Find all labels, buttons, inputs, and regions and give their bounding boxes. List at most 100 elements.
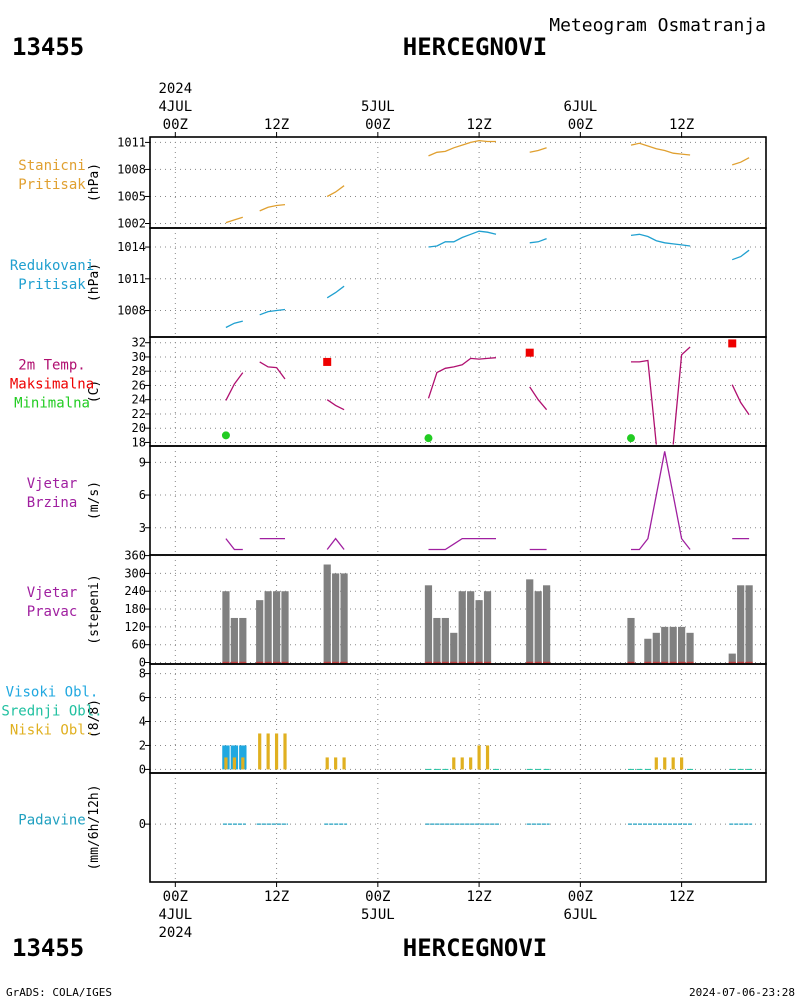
series-line — [428, 230, 497, 248]
series-line — [630, 142, 691, 156]
wind-direction-bar — [669, 626, 677, 663]
panel-label: Redukovani — [10, 258, 94, 274]
wind-direction-bar — [627, 617, 635, 663]
series-line — [225, 320, 243, 329]
date-label-bottom: 5JUL — [361, 907, 395, 923]
wind-direction-bar — [661, 626, 669, 663]
generation-timestamp: 2024-07-06-23:28 — [689, 986, 795, 999]
time-tick-label-bottom: 12Z — [669, 889, 694, 905]
wind-direction-bar — [534, 591, 542, 663]
wind-direction-bar — [264, 591, 272, 663]
panel-precipitation: 0 (mm/6h/12h)Padavine — [18, 772, 767, 883]
low-cloud-bar — [334, 757, 338, 770]
low-cloud-bar — [342, 757, 346, 770]
low-cloud-bar — [325, 757, 329, 770]
panel-frame — [149, 136, 767, 229]
low-cloud-bar — [241, 757, 245, 770]
series-line — [672, 346, 691, 445]
series-line — [259, 361, 286, 380]
panel-label: Brzina — [27, 495, 78, 511]
low-cloud-bar — [477, 745, 481, 770]
y-axis-label: (stepeni) — [87, 574, 102, 644]
y-tick-label: 1011 — [117, 135, 146, 149]
low-cloud-bar — [469, 757, 473, 770]
y-tick-label: 0 — [139, 656, 146, 670]
series-line — [529, 237, 547, 244]
maximum-marker — [323, 357, 332, 366]
panel-label: Srednji Obl. — [1, 704, 102, 720]
low-cloud-bar — [485, 745, 490, 770]
low-cloud-bar — [680, 757, 684, 770]
date-label-bottom: 6JUL — [563, 907, 597, 923]
time-tick-label-top: 00Z — [365, 117, 390, 133]
series-line — [259, 308, 286, 316]
low-cloud-bar — [654, 757, 658, 770]
y-axis-label: (mm/6h/12h) — [87, 784, 102, 870]
series-line — [732, 157, 750, 166]
panel-station-pressure: 1002 1005 1008 1011 (hPa)Stanicni Pritisak — [18, 135, 767, 230]
panel-label: Minimalna — [14, 396, 90, 412]
time-tick-label-top: 12Z — [466, 117, 491, 133]
wind-direction-bar — [230, 617, 238, 663]
y-tick-label: 180 — [124, 602, 146, 616]
time-tick-label-bottom: 12Z — [264, 889, 289, 905]
low-cloud-bar — [283, 733, 287, 770]
time-tick-label-top: 12Z — [264, 117, 289, 133]
series-line — [326, 399, 345, 411]
wind-direction-bar — [728, 653, 736, 663]
series-line — [529, 386, 548, 411]
year-label-top: 2024 — [158, 81, 192, 97]
y-tick-label: 0 — [139, 762, 146, 776]
wind-direction-bar — [340, 573, 348, 663]
panel-frame — [149, 772, 767, 883]
time-tick-label-top: 00Z — [163, 117, 188, 133]
series-line — [326, 285, 345, 299]
station-name-bottom: HERCEGNOVI — [403, 934, 548, 962]
series-line — [731, 384, 750, 416]
panel-label: Niski Obl. — [10, 723, 94, 739]
series-line — [631, 451, 691, 551]
station-name-top: HERCEGNOVI — [403, 33, 548, 61]
y-tick-label: 300 — [124, 566, 146, 580]
series-line — [428, 537, 496, 551]
y-tick-label: 6 — [139, 488, 146, 502]
panel-label: Stanicni — [18, 158, 85, 174]
panels: 1002100510081011(hPa)StanicniPritisak100… — [1, 135, 767, 883]
minimum-marker — [424, 434, 433, 443]
panel-label: Pravac — [27, 604, 78, 620]
y-axis-label: (8/8) — [87, 699, 102, 738]
panel-reduced-pressure: 1008 1011 1014 (hPa)Redukovani Pritisak — [10, 227, 767, 338]
station-id-bottom: 13455 — [12, 934, 84, 962]
series-line — [225, 372, 244, 401]
time-tick-label-bottom: 00Z — [365, 889, 390, 905]
panel-label: Pritisak — [18, 277, 86, 293]
y-tick-label: 240 — [124, 584, 146, 598]
y-tick-label: 26 — [132, 378, 146, 392]
low-cloud-bar — [452, 757, 456, 770]
minimum-marker — [221, 431, 230, 440]
y-tick-label: 4 — [139, 714, 146, 728]
header: 13455 HERCEGNOVI Meteogram Osmatranja — [12, 15, 766, 61]
y-tick-label: 30 — [132, 350, 146, 364]
minimum-marker — [626, 434, 635, 443]
y-tick-label: 1002 — [117, 216, 146, 230]
time-tick-label-bottom: 12Z — [466, 889, 491, 905]
series-line — [326, 537, 345, 550]
series-line — [630, 233, 691, 247]
time-tick-label-bottom: 00Z — [163, 889, 188, 905]
low-cloud-bar — [258, 733, 262, 770]
y-tick-label: 32 — [132, 336, 146, 350]
maximum-marker — [728, 339, 737, 348]
wind-direction-bar — [281, 591, 289, 663]
time-axis: 00Z 4JUL 00Z 4JUL 12Z 12Z 00Z 5JUL 00Z 5JUL 12Z 12Z… — [158, 81, 694, 941]
y-tick-label: 1014 — [117, 240, 146, 254]
wind-direction-bar — [272, 591, 281, 663]
y-tick-label: 360 — [124, 549, 146, 563]
series-line — [225, 216, 243, 224]
date-label-top: 4JUL — [158, 99, 192, 115]
y-tick-label: 120 — [124, 620, 146, 634]
station-id-top: 13455 — [12, 33, 84, 61]
grads-credit: GrADS: COLA/IGES — [6, 986, 112, 999]
wind-direction-bar — [678, 626, 686, 663]
